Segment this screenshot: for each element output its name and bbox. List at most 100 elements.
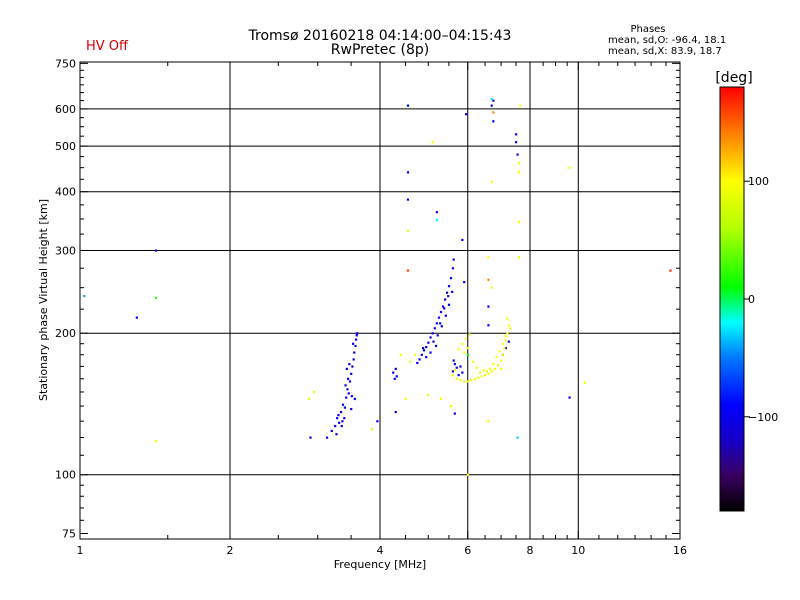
echo-point [490,97,493,101]
axis-ticks: 1 2 4 6 8 10 16 75 100 200 300 400 500 600 750 [55,57,687,557]
echo-point [339,410,343,414]
phases-title: Phases [630,24,665,35]
echo-point [429,336,432,339]
echo-point [434,344,438,348]
echo-point [487,256,490,259]
echo-point [443,307,446,310]
echo-point [516,436,519,439]
echo-point [431,332,434,335]
echo-point [425,345,428,349]
echo-point [345,367,348,371]
echo-point [345,396,348,399]
echo-point [451,290,454,293]
echo-point [356,332,359,335]
echo-point [435,322,438,325]
echo-point [439,397,443,401]
x-axis-label: Frequency [MHz] [334,558,426,571]
echo-point [473,377,477,380]
x-tick-label: 10 [571,544,585,557]
echo-point [307,397,311,401]
echo-point [492,99,495,102]
y-tick-label: 600 [55,103,76,116]
echo-point [461,342,464,345]
echo-point [485,370,488,373]
echo-point [334,424,337,428]
echo-point [498,350,501,353]
echo-point [439,322,442,325]
echo-point [341,420,344,423]
echo-point [452,258,455,261]
echo-point [493,367,497,371]
echo-point [338,421,341,424]
echo-point [517,171,521,174]
colorbar [719,86,745,512]
echo-point [343,417,346,420]
echo-point [337,413,340,417]
x-tick-label: 1 [77,544,84,557]
echo-point [353,397,356,401]
echo-point [447,303,451,306]
echo-point [490,104,493,107]
colorbar-tick-label: 100 [748,175,769,188]
echo-point [432,340,435,343]
x-tick-label: 16 [673,544,687,557]
echo-point [351,365,354,368]
echo-point [449,277,453,280]
echo-point [490,370,493,373]
echo-point [335,433,338,436]
echo-point [406,171,410,174]
colorbar-ticks: −100 0 100 [744,175,778,424]
echo-point [347,392,350,395]
echo-point [330,429,333,433]
echo-point [425,356,428,359]
echo-point [504,339,507,342]
echo-point [480,375,483,378]
echo-point [451,267,455,270]
echo-point [492,363,495,366]
echo-point [351,342,355,345]
echo-point [472,360,475,363]
echo-point [395,375,398,378]
echo-point [444,314,447,317]
echo-point [393,377,396,380]
y-tick-label: 200 [55,327,76,340]
echo-point [495,356,498,359]
echo-point [516,153,519,156]
echo-point [507,324,510,327]
echo-point [509,327,512,330]
echo-point [452,359,455,362]
x-tick-label: 8 [527,544,534,557]
echo-point [325,436,329,439]
grid-lines [80,62,680,539]
echo-point [487,420,490,423]
echo-point [451,370,455,373]
echo-point [500,367,503,371]
echo-points [83,97,672,476]
echo-point [457,373,460,377]
echo-point [457,348,460,351]
chart-title: Tromsø 20160218 04:14:00–04:15:43 [248,28,512,44]
echo-point [394,367,397,371]
echo-point [487,305,490,308]
echo-point [406,269,410,272]
echo-point [568,166,571,169]
echo-point [455,377,458,380]
echo-point [370,428,373,431]
y-tick-label: 750 [55,57,76,70]
echo-point [466,380,469,383]
echo-point [354,338,358,341]
echo-point [568,396,571,399]
echo-point [309,436,312,439]
echo-point [340,424,343,428]
echo-point [455,366,458,369]
echo-point [466,347,469,350]
echo-point [406,104,410,107]
echo-point [463,281,466,284]
echo-point [431,141,434,144]
echo-point [429,351,432,354]
echo-point [489,367,492,371]
echo-point [501,342,504,345]
echo-point [517,162,521,165]
echo-point [504,335,507,338]
echo-point [515,133,518,136]
